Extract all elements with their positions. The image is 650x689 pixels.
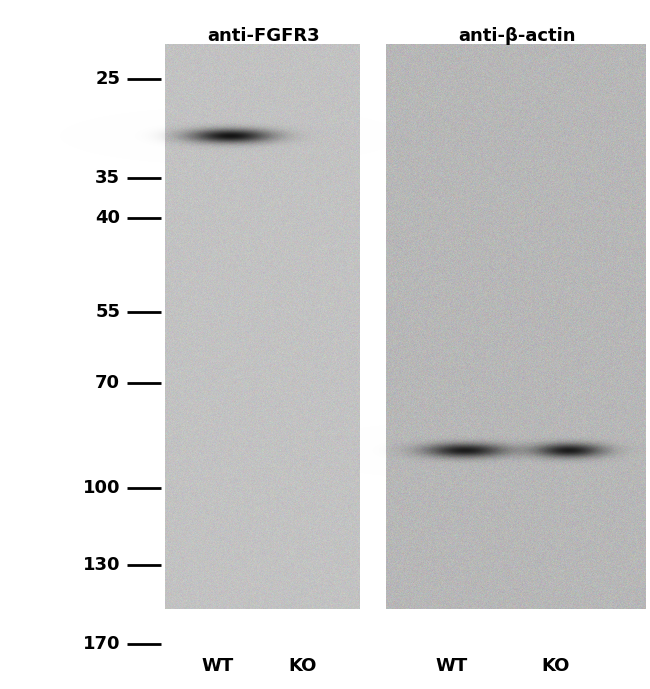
Text: 130: 130 — [83, 556, 120, 574]
Bar — [166, 79, 361, 644]
Text: 100: 100 — [83, 479, 120, 497]
Text: 170: 170 — [83, 635, 120, 653]
Text: 40: 40 — [96, 209, 120, 227]
Text: anti-β-actin: anti-β-actin — [458, 27, 575, 45]
Text: 70: 70 — [96, 373, 120, 392]
Bar — [387, 79, 647, 644]
Text: KO: KO — [288, 657, 317, 675]
Text: 55: 55 — [96, 302, 120, 320]
Text: WT: WT — [436, 657, 468, 675]
Text: 35: 35 — [96, 169, 120, 187]
Text: WT: WT — [202, 657, 234, 675]
Text: anti-FGFR3: anti-FGFR3 — [207, 27, 320, 45]
Text: 25: 25 — [96, 70, 120, 88]
Text: KO: KO — [541, 657, 570, 675]
